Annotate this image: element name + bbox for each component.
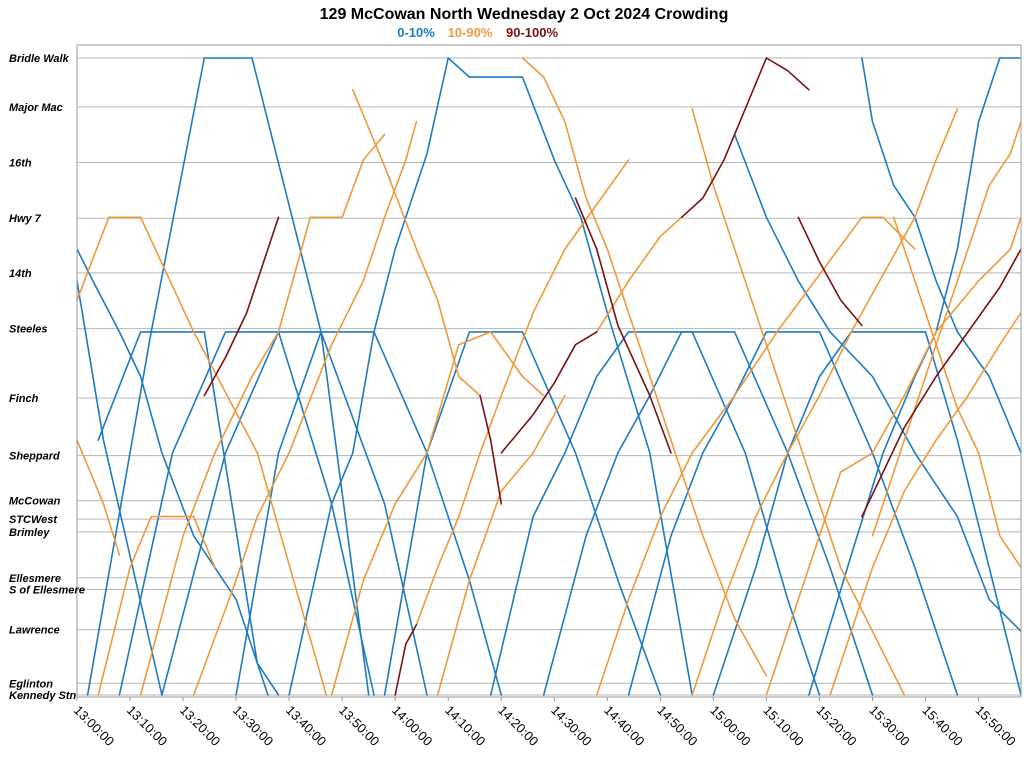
- stop-label-3: Hwy 7: [9, 213, 42, 225]
- trip-line-28: [797, 216, 863, 327]
- stop-label-11: Ellesmere: [9, 573, 61, 585]
- trip-line-19: [436, 394, 566, 696]
- trip-line-39: [892, 216, 1021, 569]
- time-label-8: 14:20:00: [495, 703, 541, 749]
- stop-label-1: Major Mac: [9, 102, 63, 114]
- time-label-13: 15:10:00: [760, 703, 806, 749]
- stop-label-10: Brimley: [9, 527, 50, 539]
- trip-line-32: [712, 331, 1021, 696]
- time-label-15: 15:30:00: [866, 703, 912, 749]
- trip-line-38: [733, 133, 1021, 633]
- time-label-10: 14:40:00: [601, 703, 647, 749]
- trip-line-26: [542, 331, 874, 696]
- trip-line-16: [394, 624, 418, 696]
- time-label-17: 15:50:00: [972, 703, 1018, 749]
- time-labels: 13:00:00 13:10:00 13:20:00 13:30:00 13:40:00…: [71, 697, 1019, 749]
- trip-line-37: [691, 108, 906, 696]
- gridlines: [77, 57, 1021, 696]
- trip-line-11: [235, 331, 503, 696]
- trip-line-35: [829, 312, 1021, 696]
- trip-line-31: [861, 248, 1021, 518]
- trip-line-23: [489, 331, 821, 696]
- chart-legend: 0-10% 10-90% 90-100%: [397, 25, 558, 40]
- time-label-5: 13:50:00: [336, 703, 382, 749]
- trip-line-3: [77, 216, 328, 696]
- stop-label-5: Steeles: [9, 324, 48, 336]
- trip-line-20: [500, 331, 598, 454]
- time-label-16: 15:40:00: [919, 703, 965, 749]
- trip-line-33: [765, 216, 1021, 696]
- legend-item-1: 10-90%: [448, 25, 493, 40]
- stop-label-2: 16th: [9, 158, 32, 170]
- stop-labels: Bridle Walk Major Mac 16th Hwy 7 14th Steeles…: [9, 53, 85, 702]
- trip-line-17: [415, 159, 630, 626]
- chart-title: 129 McCowan North Wednesday 2 Oct 2024 C…: [320, 6, 729, 23]
- trip-line-41: [871, 120, 1021, 537]
- trip-line-24: [521, 57, 768, 677]
- time-label-2: 13:20:00: [177, 703, 223, 749]
- trip-line-2: [97, 331, 280, 696]
- trip-line-15: [330, 331, 545, 696]
- trip-line-4: [77, 439, 121, 556]
- trip-line-14: [479, 394, 503, 505]
- time-label-7: 14:10:00: [442, 703, 488, 749]
- stop-label-13: Lawrence: [9, 625, 60, 637]
- trip-line-27: [595, 216, 916, 696]
- plot-frame: [76, 44, 1022, 698]
- trip-line-0: [86, 57, 370, 696]
- legend-item-2: 90-100%: [506, 25, 558, 40]
- trip-line-1: [77, 276, 163, 696]
- trip-line-18: [383, 331, 662, 696]
- trip-line-36: [861, 57, 1021, 454]
- trip-line-29: [627, 331, 959, 696]
- trip-line-10: [192, 120, 418, 696]
- trip-line-25: [574, 197, 672, 454]
- time-label-0: 13:00:00: [71, 703, 117, 749]
- stop-label-15: Kennedy Stn: [9, 690, 77, 702]
- trip-line-22: [680, 57, 810, 219]
- trip-line-40: [77, 248, 269, 696]
- stop-label-14: Eglinton: [9, 678, 53, 690]
- stop-label-12: S of Ellesmere: [9, 585, 85, 597]
- stop-label-6: Finch: [9, 393, 39, 405]
- time-label-4: 13:40:00: [283, 703, 329, 749]
- time-label-9: 14:30:00: [548, 703, 594, 749]
- stop-label-8: McCowan: [9, 496, 61, 508]
- legend-item-0: 0-10%: [397, 25, 435, 40]
- time-label-12: 15:00:00: [707, 703, 753, 749]
- time-label-6: 14:00:00: [389, 703, 435, 749]
- stop-label-9: STCWest: [9, 514, 58, 526]
- trip-lines: [77, 57, 1021, 696]
- trip-line-5: [118, 331, 375, 696]
- time-label-3: 13:30:00: [230, 703, 276, 749]
- time-label-1: 13:10:00: [124, 703, 170, 749]
- time-label-11: 14:50:00: [654, 703, 700, 749]
- trip-line-13: [352, 89, 481, 397]
- stop-label-0: Bridle Walk: [9, 53, 70, 65]
- stop-label-4: 14th: [9, 268, 32, 280]
- trip-line-8: [203, 216, 280, 397]
- trip-line-21: [595, 216, 683, 333]
- trip-line-6: [97, 515, 216, 696]
- trip-line-9: [161, 331, 428, 696]
- trip-line-7: [139, 133, 386, 696]
- time-label-14: 15:20:00: [813, 703, 859, 749]
- trip-line-30: [691, 108, 959, 696]
- trip-line-12: [288, 57, 693, 696]
- stop-label-7: Sheppard: [9, 451, 60, 463]
